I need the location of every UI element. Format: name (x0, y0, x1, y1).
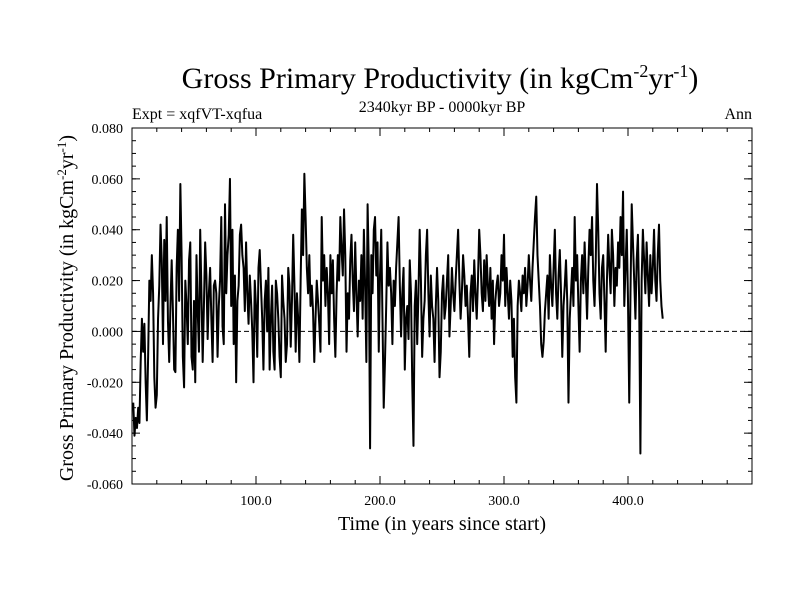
series-line (132, 172, 664, 455)
x-tick-label: 300.0 (488, 494, 520, 509)
x-axis-label: Time (in years since start) (338, 513, 546, 535)
experiment-label: Expt = xqfVT-xqfua (132, 106, 262, 123)
y-tick-label: 0.040 (92, 224, 124, 239)
y-axis-label: Gross Primary Productivity (in kgCm-2yr-… (54, 135, 78, 481)
y-tick-label: 0.080 (92, 122, 124, 137)
chart-title: Gross Primary Productivity (in kgCm-2yr-… (182, 61, 699, 95)
y-tick-label: 0.000 (92, 325, 124, 340)
x-tick-label: 400.0 (612, 494, 644, 509)
x-tick-label: 200.0 (364, 494, 396, 509)
y-tick-label: 0.020 (92, 275, 124, 290)
x-tick-label: 100.0 (240, 494, 272, 509)
season-label: Ann (724, 106, 752, 123)
axis-ticks: -0.060 -0.040 -0.020 0.000 0.020 0.040 0.060 0.… (87, 122, 753, 509)
y-tick-label: -0.060 (87, 478, 123, 493)
y-tick-label: 0.060 (92, 173, 124, 188)
period-label: 2340kyr BP - 0000kyr BP (359, 99, 526, 116)
y-tick-label: -0.040 (87, 427, 123, 442)
y-tick-label: -0.020 (87, 376, 123, 391)
plot-frame (131, 127, 753, 485)
